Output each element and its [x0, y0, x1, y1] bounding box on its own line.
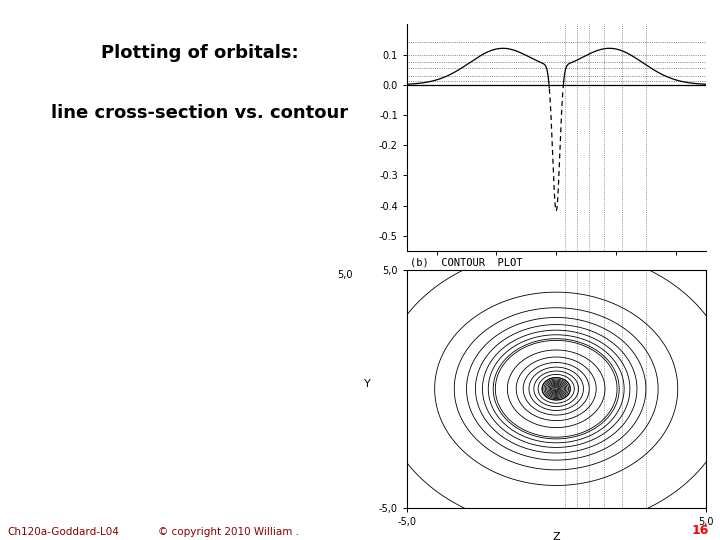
Text: © copyright 2010 William .: © copyright 2010 William . [158, 527, 300, 537]
X-axis label: Z: Z [552, 532, 560, 540]
Text: Ch120a-Goddard-L04: Ch120a-Goddard-L04 [7, 527, 119, 537]
Text: 5,0: 5,0 [338, 270, 353, 280]
Text: line cross-section vs. contour: line cross-section vs. contour [51, 104, 348, 123]
Text: 16: 16 [692, 524, 709, 537]
Y-axis label: Y: Y [364, 379, 371, 389]
Text: Plotting of orbitals:: Plotting of orbitals: [101, 44, 299, 62]
Text: (b)  CONTOUR  PLOT: (b) CONTOUR PLOT [410, 257, 523, 267]
